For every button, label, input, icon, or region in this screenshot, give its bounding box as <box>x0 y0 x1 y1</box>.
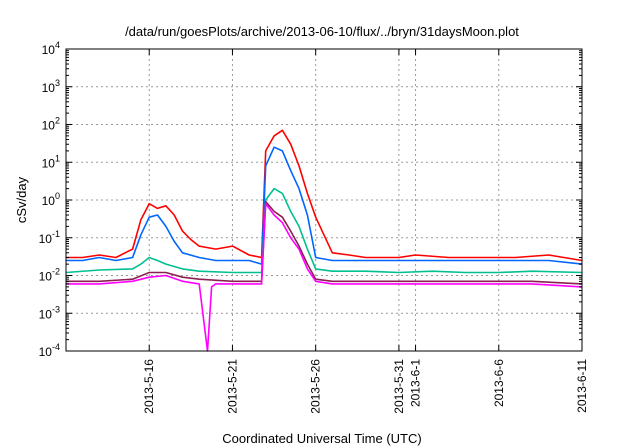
x-tick-label: 2013-5-31 <box>392 359 406 414</box>
y-tick-label: 104 <box>42 40 60 57</box>
series-group <box>65 129 583 352</box>
y-tick-label: 10-4 <box>39 342 60 359</box>
y-tick-label: 10-1 <box>39 229 60 246</box>
x-tick-label: 2013-5-16 <box>142 359 156 414</box>
y-tick-label: 10-3 <box>39 304 60 321</box>
x-tick-label: 2013-6-11 <box>575 359 589 413</box>
x-axis-title: Coordinated Universal Time (UTC) <box>222 431 421 446</box>
y-tick-label: 102 <box>42 116 60 133</box>
series-line-3 <box>65 187 583 274</box>
series-line-5 <box>66 202 583 352</box>
x-tick-label: 2013-6-1 <box>409 359 423 407</box>
y-tick-label: 103 <box>42 78 60 95</box>
x-axis: 2013-5-16 2013-5-21 2013-5-26 2013-5-31 2013… <box>142 49 589 414</box>
x-tick-label: 2013-6-6 <box>492 359 506 407</box>
x-tick-label: 2013-5-21 <box>225 359 239 414</box>
chart-title: /data/run/goesPlots/archive/2013-06-10/f… <box>125 24 519 39</box>
series-line-4 <box>66 200 583 285</box>
y-tick-label: 101 <box>42 153 60 170</box>
x-tick-label: 2013-5-26 <box>309 359 323 414</box>
y-axis: 10-4 10-3 10-2 10-1 100 101 102 103 104 <box>39 40 582 359</box>
plot-frame <box>65 48 583 352</box>
y-axis-title: cSv/day <box>14 176 29 223</box>
series-line-1 <box>66 129 583 262</box>
y-tick-label: 100 <box>42 191 60 208</box>
y-tick-label: 10-2 <box>39 267 60 284</box>
series-line-2 <box>66 146 583 265</box>
grid <box>66 49 582 351</box>
